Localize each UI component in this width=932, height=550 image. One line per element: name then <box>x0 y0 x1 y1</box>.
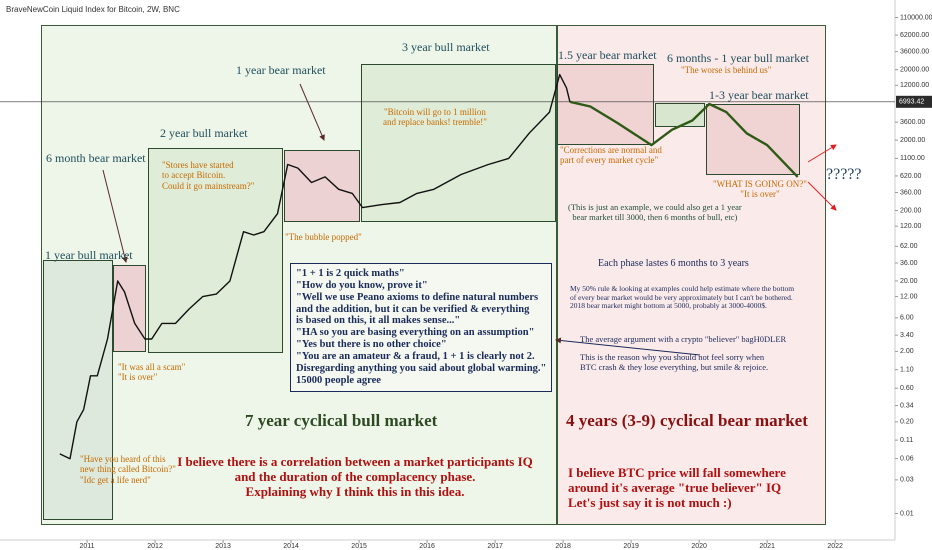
dialog-text: "1 + 1 is 2 quick maths" "How do you kno… <box>296 268 547 386</box>
arrow <box>807 144 837 163</box>
x-tick-label: 2020 <box>691 543 707 550</box>
x-tick-label: 2015 <box>351 543 367 550</box>
annotation: "Stores have started to accept Bitcoin. … <box>162 160 255 191</box>
y-tick-label: 36.00 <box>900 260 918 267</box>
annotation: (This is just an example, we could also … <box>568 202 742 222</box>
x-tick-label: 2013 <box>215 543 231 550</box>
y-tick-label: 1100.00 <box>900 155 925 162</box>
y-tick-label: 36000.00 <box>900 49 929 56</box>
annotation: 1 year bear market <box>236 63 326 77</box>
y-tick-label: 0.11 <box>900 437 913 444</box>
x-tick-label: 2021 <box>759 543 775 550</box>
y-tick-label: 12.00 <box>900 293 918 300</box>
dialog-box <box>290 263 552 392</box>
x-tick-label: 2012 <box>147 543 163 550</box>
phase-box <box>361 64 556 222</box>
annotation: 6 month bear market <box>46 151 146 165</box>
arrow <box>299 83 325 141</box>
annotation: 7 year cyclical bull market <box>245 411 438 430</box>
price-label: 6993.42 <box>899 99 924 106</box>
annotation: Each phase lastes 6 months to 3 years <box>598 258 749 269</box>
y-tick-label: 20000.00 <box>900 67 929 74</box>
y-tick-label: 620.00 <box>900 173 922 180</box>
annotation: 6 months - 1 year bull market <box>667 51 809 65</box>
price-line-series <box>59 73 571 460</box>
y-tick-label: 0.60 <box>900 385 914 392</box>
phase-box <box>43 260 113 520</box>
x-tick-label: 2017 <box>487 543 503 550</box>
phase-box <box>557 64 654 145</box>
annotation: "Corrections are normal and part of ever… <box>560 145 662 166</box>
phase-box <box>148 148 283 353</box>
arrow <box>102 169 128 263</box>
annotation: 1-3 year bear market <box>709 88 809 102</box>
x-tick-label: 2014 <box>283 543 299 550</box>
y-tick-label: 110000.00 <box>900 14 932 21</box>
y-tick-label: 62.00 <box>900 243 918 250</box>
y-tick-label: 200.00 <box>900 207 922 214</box>
annotation: The average argument with a crypto "beli… <box>580 334 787 344</box>
chart-title: BraveNewCoin Liquid Index for Bitcoin, 2… <box>6 5 180 14</box>
annotation: This is the reason why you should not fe… <box>580 352 769 372</box>
x-tick-label: 2019 <box>623 543 639 550</box>
annotation: "The worse is behind us" <box>681 65 772 75</box>
price-label-bg <box>896 95 932 108</box>
y-tick-label: 3.40 <box>900 332 914 339</box>
phase-box <box>284 150 360 222</box>
annotation: I believe there is a correlation between… <box>177 454 533 499</box>
y-tick-label: 0.20 <box>900 419 914 426</box>
y-tick-label: 2000.00 <box>900 137 925 144</box>
annotation: 1.5 year bear market <box>558 48 657 62</box>
x-tick-label: 2022 <box>827 543 843 550</box>
x-tick-label: 2018 <box>555 543 571 550</box>
annotation: 1 year bull market <box>45 248 133 262</box>
annotation: "Have you heard of this new thing called… <box>80 454 176 485</box>
y-tick-label: 0.01 <box>900 510 914 517</box>
y-tick-label: 3600.00 <box>900 119 925 126</box>
y-tick-label: 0.06 <box>900 455 914 462</box>
annotation: I believe BTC price will fall somewhere … <box>568 465 786 510</box>
y-tick-label: 6.00 <box>900 315 914 322</box>
annotation: ????? <box>826 166 862 183</box>
x-tick-label: 2011 <box>80 543 95 550</box>
price-line-series <box>569 100 799 178</box>
y-tick-label: 0.03 <box>900 477 914 484</box>
y-tick-label: 12000.00 <box>900 82 929 89</box>
arrow <box>807 181 837 211</box>
annotation: "WHAT IS GOING ON?" "It is over" <box>713 179 807 200</box>
annotation: My 50% rule & looking at examples could … <box>570 284 795 311</box>
y-tick-label: 1.10 <box>900 367 914 374</box>
y-tick-label: 0.34 <box>900 402 914 409</box>
x-tick-label: 2016 <box>419 543 435 550</box>
y-tick-label: 120.00 <box>900 223 922 230</box>
annotation: "Bitcoin will go to 1 million and replac… <box>383 107 487 128</box>
annotation: "The bubble popped" <box>285 232 362 242</box>
y-tick-label: 360.00 <box>900 189 922 196</box>
y-tick-label: 62000.00 <box>900 32 929 39</box>
annotation: 4 years (3-9) cyclical bear market <box>566 411 808 430</box>
y-tick-label: 20.00 <box>900 278 918 285</box>
y-tick-label: 2.00 <box>900 348 914 355</box>
arrow <box>555 337 701 356</box>
annotation: 3 year bull market <box>402 40 490 54</box>
annotation: 2 year bull market <box>160 126 248 140</box>
annotation: "It was all a scam" "It is over" <box>118 362 186 383</box>
